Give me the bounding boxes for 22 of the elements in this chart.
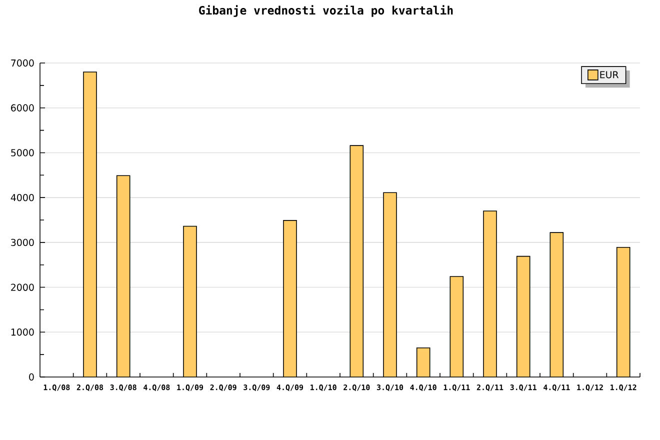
bar xyxy=(116,176,130,377)
bar xyxy=(516,256,530,377)
bar xyxy=(616,246,630,377)
chart-title: Gibanje vrednosti vozila po kvartalih xyxy=(199,5,453,17)
y-tick-label: 3000 xyxy=(11,238,34,246)
bar xyxy=(550,232,564,377)
bar xyxy=(416,348,430,377)
bar xyxy=(484,211,497,377)
y-tick-label: 1000 xyxy=(11,328,34,336)
bar xyxy=(184,226,196,377)
y-tick-label: 4000 xyxy=(10,194,34,202)
bar xyxy=(350,146,364,377)
y-tick-label: 5000 xyxy=(11,149,34,156)
y-tick-label: 6000 xyxy=(11,104,34,112)
bar xyxy=(384,192,397,377)
bar xyxy=(84,72,96,377)
y-tick-label: 2000 xyxy=(11,284,34,291)
y-tick-label: 0 xyxy=(29,373,34,381)
bar xyxy=(450,276,464,377)
legend-label: EUR xyxy=(600,71,619,78)
y-tick-label: 7000 xyxy=(11,59,34,67)
bar xyxy=(284,220,297,377)
